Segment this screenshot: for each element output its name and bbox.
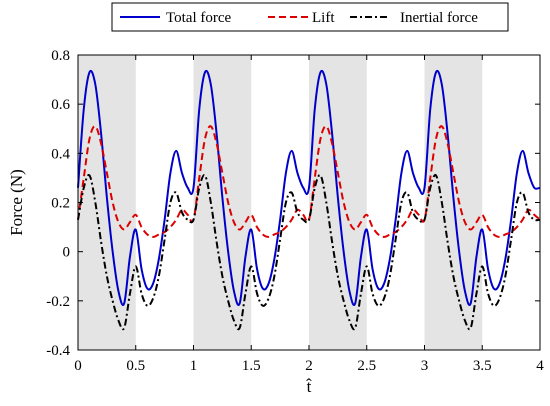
- x-tick-label: 1.5: [242, 358, 261, 374]
- x-tick-label: 3.5: [473, 358, 492, 374]
- x-tick-label: 0: [74, 358, 82, 374]
- y-tick-label: 0.2: [51, 196, 70, 212]
- y-tick-label: 0: [63, 245, 71, 261]
- x-tick-label: 0.5: [126, 358, 145, 374]
- x-tick-label: 3: [421, 358, 429, 374]
- series-line-inertial-force: [77, 173, 541, 331]
- series-line-lift: [77, 125, 541, 238]
- legend-box: [111, 2, 509, 32]
- y-tick-label: 0.4: [51, 146, 70, 162]
- y-tick-label: -0.2: [46, 294, 70, 310]
- series-lines: [77, 69, 541, 331]
- legend-label-lift: Lift: [312, 10, 335, 26]
- legend-label-total-force: Total force: [166, 10, 232, 26]
- x-tick-label: 1: [190, 358, 198, 374]
- y-axis-label: Force (N): [7, 169, 26, 236]
- y-tick-label: 0.8: [51, 48, 70, 64]
- x-tick-label: 4: [536, 358, 544, 374]
- series-line-total-force: [77, 69, 541, 307]
- shaded-intervals: [78, 55, 483, 350]
- y-tick-label: 0.6: [51, 97, 70, 113]
- legend-label-inertial-force: Inertial force: [400, 10, 478, 26]
- axis-ticks: 0 0.5 1 1.5 2 2.5 3 3.5 4 -0.4 -0.2 0 0.2 0.4 0.6 0.8: [46, 48, 544, 374]
- x-tick-label: 2: [305, 358, 313, 374]
- y-tick-label: -0.4: [46, 343, 70, 359]
- x-axis-label: t̂: [306, 377, 312, 396]
- x-tick-label: 2.5: [357, 358, 376, 374]
- legend: Total force Lift Inertial force: [111, 2, 509, 32]
